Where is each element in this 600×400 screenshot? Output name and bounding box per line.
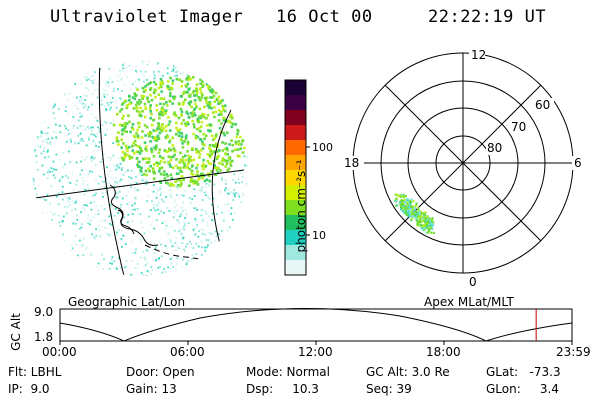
gc-alt-axis-title: GC Alt [9,313,23,351]
color-bar-segment [285,185,306,201]
hour-label: 00:00 [42,345,77,359]
lat-label-70: 70 [511,120,526,134]
info-flt: Flt: LBHL [8,365,62,379]
mlt-label-12: 12 [471,48,486,62]
geographic-label: Geographic Lat/Lon [68,295,186,309]
mlt-label-18: 18 [344,156,359,170]
color-bar-segment [285,215,306,231]
color-bar-segment [285,260,306,276]
apex-label: Apex MLat/MLT [424,295,514,309]
polar-emission [394,193,435,234]
altitude-curve [59,307,573,342]
image-title: Ultraviolet Imager [50,7,244,27]
coastline-dashed [144,244,231,273]
color-bar-segment [285,200,306,216]
alt-tick-max: 9.0 [34,305,54,319]
color-bar-segment [285,245,306,261]
info-gcalt: GC Alt: 3.0 Re [366,365,450,379]
hour-label: 12:00 [298,345,333,359]
color-bar-segment [285,125,306,141]
info-gain: Gain: 13 [126,382,177,396]
image-time: 22:22:19 UT [428,7,547,27]
color-bar-segment [285,95,306,111]
info-door: Door: Open [126,365,195,379]
info-ip: IP: 9.0 [8,382,50,396]
hour-label: 18:00 [426,345,461,359]
mlt-label-6: 6 [574,156,582,170]
info-glat: GLat: -73.3 [486,365,561,379]
color-bar-segment [285,140,306,156]
mlt-label-0: 0 [469,275,477,289]
color-bar-segment [285,110,306,126]
longitude-line [98,60,126,276]
info-glon: GLon: 3.4 [486,382,559,396]
color-bar-label-10: 10 [312,229,326,242]
hour-label: 23:59 [556,345,591,359]
lat-label-60: 60 [535,98,550,112]
color-bar-frame [284,79,307,276]
polar-plot: 12 18 6 0 60 70 80 [342,48,584,289]
color-bar [285,80,306,276]
alt-tick-min: 1.8 [34,330,54,344]
info-seq: Seq: 39 [366,382,412,396]
image-date: 16 Oct 00 [276,7,373,27]
color-bar-segment [285,80,306,96]
altitude-timeline [59,307,573,345]
color-bar-segment [285,170,306,186]
color-bar-segment [285,155,306,171]
info-dsp: Dsp: 10.3 [246,382,319,396]
latitude-line [32,169,245,201]
color-bar-unit: photon cm⁻²s⁻¹ [294,159,308,253]
color-bar-label-100: 100 [312,141,333,154]
uv-emission-speckle [32,60,248,276]
geographic-image [32,60,248,276]
coastline [109,184,159,246]
lat-label-80: 80 [487,141,502,155]
color-bar-segment [285,230,306,246]
hour-label: 06:00 [170,345,205,359]
info-mode: Mode: Normal [246,365,330,379]
